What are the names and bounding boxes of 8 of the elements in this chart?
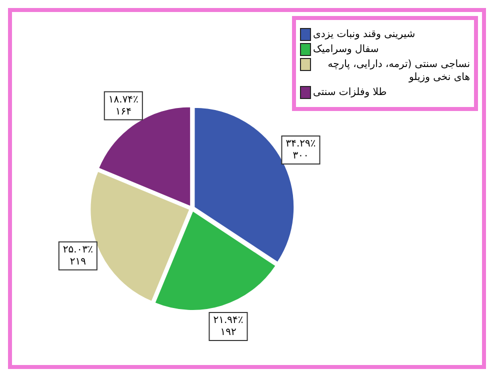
legend-label: سفال وسرامیک: [313, 43, 379, 56]
data-label: ۲۱.۹۴٪ ۱۹۲: [213, 315, 244, 338]
legend-label: شیرینی وقند ونبات یزدی: [313, 28, 416, 41]
legend-label: نساجی سنتی (ترمه، دارایی، پارچه های نخی وزیلو: [326, 58, 470, 84]
data-label: ۳۴.۲۹٪ ۳۰۰: [286, 138, 316, 162]
legend-label: طلا وفلزات سنتی: [313, 86, 387, 99]
data-label: ۱۸.۷۴٪ ۱۶۴: [108, 94, 138, 118]
data-label: ۲۵.۰۳٪ ۲۱۹: [62, 244, 93, 268]
